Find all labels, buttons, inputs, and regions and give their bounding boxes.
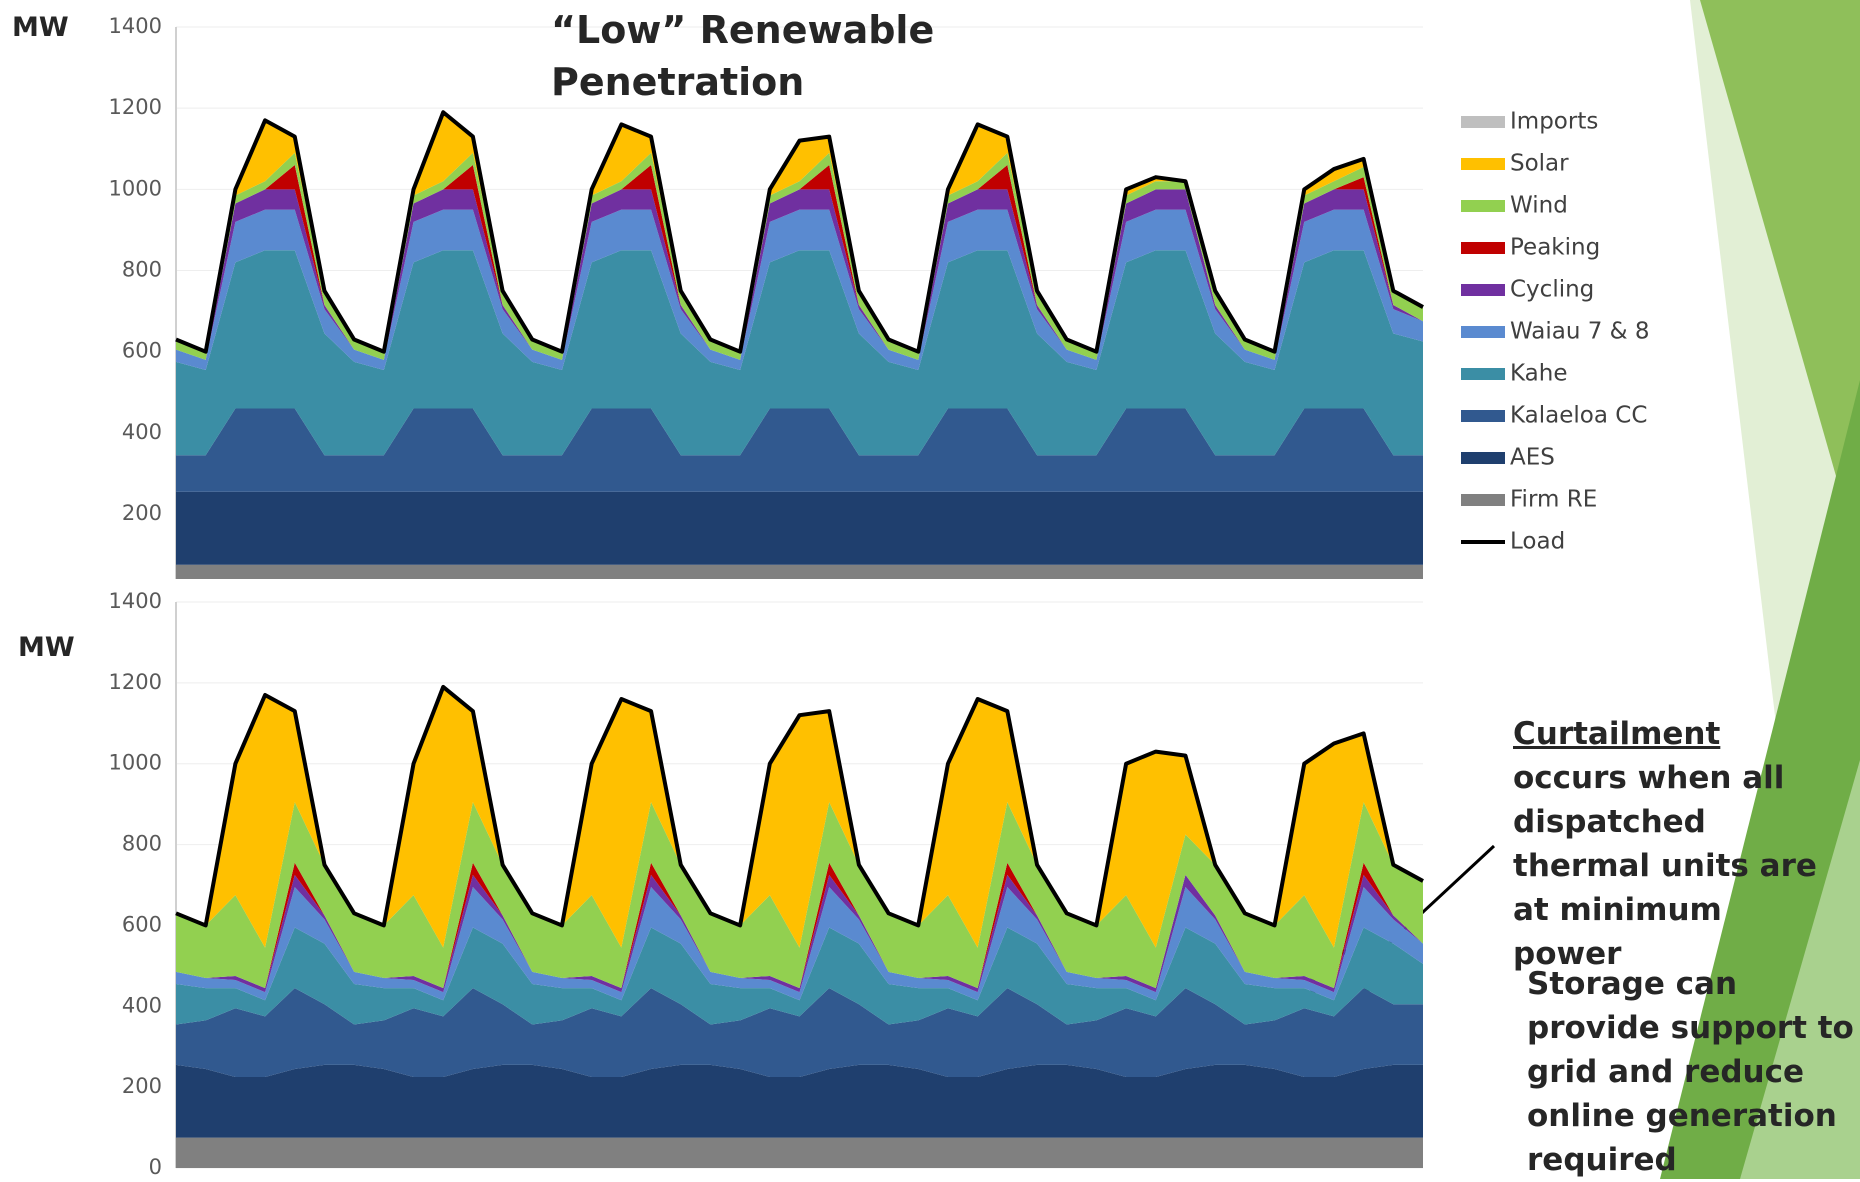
y-tick-label: 1000 (109, 176, 162, 200)
decor (1740, 760, 1860, 1179)
area (176, 564, 1423, 579)
area (176, 874, 1423, 993)
area (176, 112, 1423, 352)
y-tick-label: 400 (122, 420, 162, 444)
area (176, 988, 1423, 1078)
legend-swatch (1461, 116, 1505, 128)
legend-swatch (1461, 242, 1505, 254)
area (176, 686, 1423, 948)
y-tick-label: 0 (149, 1155, 162, 1179)
legend-label: Peaking (1510, 235, 1600, 261)
area (176, 802, 1423, 989)
legend-swatch (1461, 494, 1505, 506)
legend-swatch (1461, 452, 1505, 464)
legend-label: Cycling (1510, 277, 1594, 303)
y-axis-label: MW (18, 632, 75, 663)
area (176, 209, 1423, 370)
load-line (175, 684, 1424, 928)
y-tick-label: 200 (122, 1074, 162, 1098)
decor (1700, 0, 1860, 560)
y-tick-label: 1200 (109, 95, 162, 119)
y-tick-label: 800 (122, 832, 162, 856)
legend-swatch (1461, 200, 1505, 212)
area (176, 1137, 1423, 1168)
legend-swatch (1461, 326, 1505, 338)
load-line (175, 110, 1424, 354)
area (176, 887, 1423, 1001)
legend-label: Load (1510, 529, 1565, 555)
y-tick-label: 400 (122, 993, 162, 1017)
legend-label: Kalaeloa CC (1510, 403, 1647, 429)
y-tick-label: 1000 (109, 751, 162, 775)
y-tick-label: 1400 (109, 589, 162, 613)
legend-label: Firm RE (1510, 487, 1597, 513)
y-tick-label: 1200 (109, 670, 162, 694)
plot (176, 686, 1423, 1168)
y-tick-label: 600 (122, 912, 162, 936)
legend-label: Wind (1510, 193, 1568, 219)
legend-label: Waiau 7 & 8 (1510, 319, 1650, 345)
chart-title: “Low” Renewable Penetration (551, 8, 935, 104)
legend-label: Imports (1510, 109, 1598, 135)
area (176, 408, 1423, 492)
legend-swatch (1461, 158, 1505, 170)
legend-swatch (1461, 410, 1505, 422)
plot (176, 112, 1423, 579)
y-axis-label: MW (12, 12, 69, 43)
annotation: Curtailment (1513, 716, 1721, 752)
area (176, 927, 1423, 1025)
y-tick-label: 1400 (109, 14, 162, 38)
legend-label: AES (1510, 445, 1555, 471)
area (176, 862, 1423, 989)
legend-swatch (1461, 368, 1505, 380)
annotation: Storage can provide support to grid and … (1527, 966, 1854, 1178)
area (176, 491, 1423, 565)
legend-swatch (1461, 284, 1505, 296)
y-tick-label: 200 (122, 501, 162, 525)
legend-label: Kahe (1510, 361, 1568, 387)
annotation: occurs when all dispatched thermal units… (1513, 760, 1817, 972)
legend-label: Solar (1510, 151, 1569, 177)
y-tick-label: 800 (122, 258, 162, 282)
y-tick-label: 600 (122, 339, 162, 363)
area (176, 250, 1423, 456)
area (176, 1064, 1423, 1138)
